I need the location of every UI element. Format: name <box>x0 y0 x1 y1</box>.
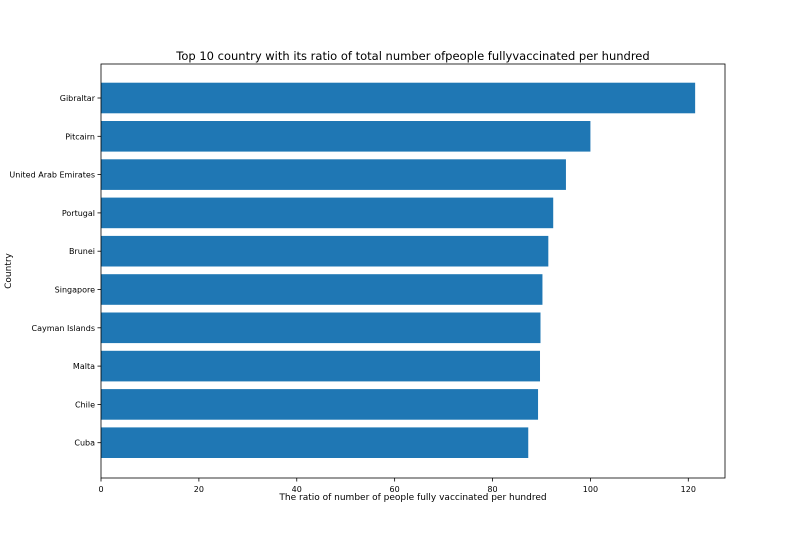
y-tick-label: Cayman Islands <box>32 324 96 333</box>
bar-singapore <box>101 274 543 305</box>
x-tick-label: 20 <box>194 485 204 494</box>
bar-pitcairn <box>101 121 591 152</box>
x-tick-label: 120 <box>681 485 696 494</box>
bar-portugal <box>101 197 554 229</box>
y-tick-label: Gibraltar <box>60 94 96 103</box>
y-tick-label: Pitcairn <box>65 132 95 141</box>
chart-title: Top 10 country with its ratio of total n… <box>175 49 649 63</box>
y-tick-label: Brunei <box>69 247 95 256</box>
bar-cuba <box>101 427 529 458</box>
bar-united-arab-emirates <box>101 159 566 190</box>
x-tick-label: 0 <box>98 485 103 494</box>
y-tick-label: Portugal <box>62 209 95 218</box>
y-tick-label: Chile <box>75 400 95 409</box>
x-tick-label: 60 <box>390 485 400 494</box>
x-tick-label: 100 <box>583 485 598 494</box>
bar-chile <box>101 389 539 420</box>
bar-brunei <box>101 235 549 267</box>
bar-malta <box>101 350 541 382</box>
y-tick-label: Cuba <box>74 439 95 448</box>
y-tick-label: United Arab Emirates <box>9 171 95 180</box>
y-axis-label: Country <box>4 252 14 288</box>
x-axis-label: The ratio of number of people fully vacc… <box>278 493 546 503</box>
x-tick-label: 80 <box>487 485 497 494</box>
y-tick-label: Singapore <box>55 286 95 295</box>
y-tick-label: Malta <box>73 362 95 371</box>
bar-cayman-islands <box>101 312 541 344</box>
bar-gibraltar <box>101 82 696 114</box>
x-tick-label: 40 <box>292 485 302 494</box>
plot-frame <box>100 63 726 479</box>
